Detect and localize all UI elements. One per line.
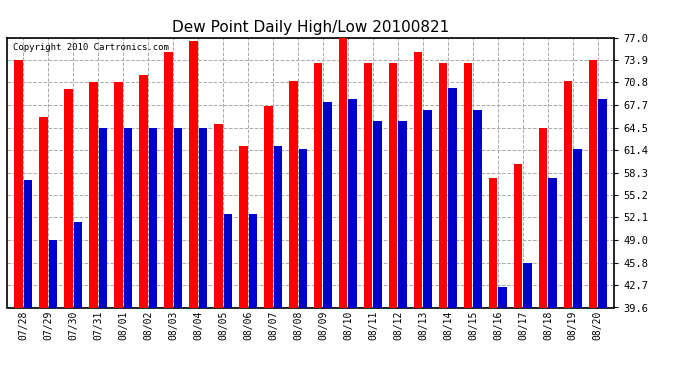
- Bar: [388, 63, 397, 308]
- Bar: [324, 102, 333, 308]
- Bar: [89, 82, 97, 308]
- Bar: [513, 164, 522, 308]
- Bar: [124, 128, 132, 308]
- Bar: [564, 81, 573, 308]
- Bar: [489, 178, 497, 308]
- Bar: [23, 180, 32, 308]
- Bar: [589, 60, 598, 308]
- Bar: [339, 38, 348, 308]
- Bar: [189, 41, 197, 308]
- Bar: [99, 128, 108, 308]
- Bar: [214, 124, 223, 308]
- Bar: [239, 146, 248, 308]
- Bar: [264, 106, 273, 307]
- Bar: [199, 128, 207, 308]
- Bar: [539, 128, 547, 308]
- Text: Copyright 2010 Cartronics.com: Copyright 2010 Cartronics.com: [13, 43, 169, 52]
- Bar: [549, 178, 557, 308]
- Bar: [498, 286, 507, 308]
- Bar: [439, 63, 447, 308]
- Bar: [373, 120, 382, 308]
- Bar: [573, 149, 582, 308]
- Bar: [248, 214, 257, 308]
- Bar: [314, 63, 322, 308]
- Bar: [524, 263, 532, 308]
- Bar: [448, 88, 457, 308]
- Bar: [224, 214, 233, 308]
- Bar: [64, 90, 72, 308]
- Bar: [164, 52, 172, 308]
- Bar: [39, 117, 48, 308]
- Bar: [114, 82, 123, 308]
- Title: Dew Point Daily High/Low 20100821: Dew Point Daily High/Low 20100821: [172, 20, 449, 35]
- Bar: [348, 99, 357, 308]
- Bar: [148, 128, 157, 308]
- Bar: [414, 52, 422, 308]
- Bar: [398, 120, 407, 308]
- Bar: [473, 110, 482, 308]
- Bar: [299, 149, 307, 308]
- Bar: [273, 146, 282, 308]
- Bar: [364, 63, 373, 308]
- Bar: [48, 240, 57, 308]
- Bar: [139, 75, 148, 307]
- Bar: [288, 81, 297, 308]
- Bar: [598, 99, 607, 308]
- Bar: [464, 63, 473, 308]
- Bar: [74, 222, 82, 308]
- Bar: [14, 60, 23, 308]
- Bar: [174, 128, 182, 308]
- Bar: [424, 110, 432, 308]
